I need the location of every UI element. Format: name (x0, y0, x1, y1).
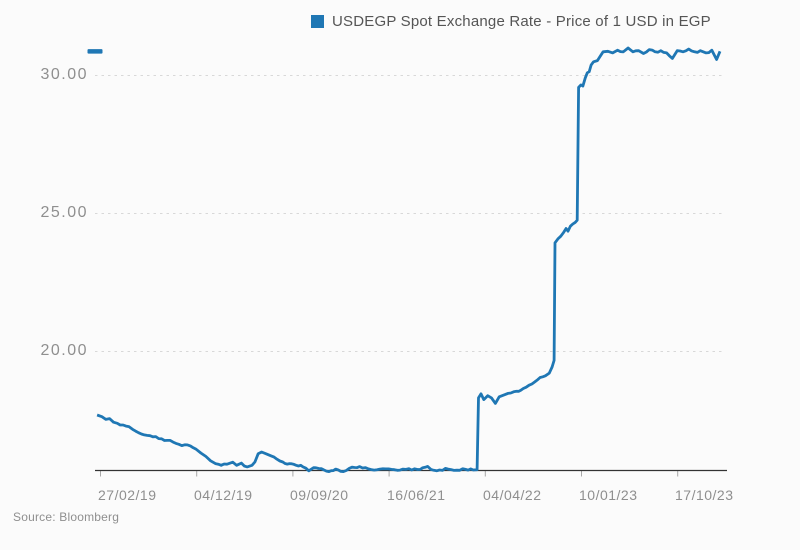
x-axis-tick-label: 09/09/20 (290, 487, 349, 503)
x-axis-tick-label: 10/01/23 (579, 487, 638, 503)
y-axis-tick-label: 25.00 (40, 204, 88, 221)
series-line (96, 46, 722, 473)
chart-legend: USDEGP Spot Exchange Rate - Price of 1 U… (311, 13, 711, 30)
x-axis-tick-label: 04/12/19 (194, 487, 253, 503)
source-note: Source: Bloomberg (13, 510, 120, 524)
y-axis-tick-label: 20.00 (40, 342, 88, 359)
y-axis-tick-label: 30.00 (40, 66, 88, 83)
x-axis-tick-label: 27/02/19 (98, 487, 157, 503)
x-axis-tick-label: 16/06/21 (387, 487, 446, 503)
x-axis-tick-label: 04/04/22 (483, 487, 542, 503)
x-axis-tick-label: 17/10/23 (675, 487, 734, 503)
last-value-marker (87, 49, 103, 54)
legend-swatch-icon (311, 15, 324, 28)
legend-label: USDEGP Spot Exchange Rate - Price of 1 U… (332, 13, 711, 30)
